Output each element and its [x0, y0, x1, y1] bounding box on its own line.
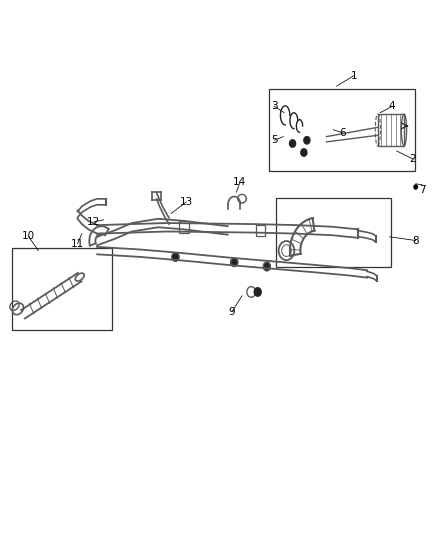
Text: 2: 2 — [410, 154, 416, 164]
Text: 9: 9 — [229, 306, 235, 317]
Text: 1: 1 — [350, 70, 357, 80]
Circle shape — [254, 288, 261, 296]
Circle shape — [414, 185, 417, 189]
Text: 8: 8 — [413, 236, 419, 246]
Bar — [180, 221, 189, 233]
Text: 6: 6 — [340, 128, 346, 138]
Circle shape — [301, 149, 307, 156]
Text: 11: 11 — [71, 239, 84, 249]
Circle shape — [290, 140, 296, 147]
Text: 3: 3 — [271, 101, 278, 111]
Text: 13: 13 — [180, 197, 193, 207]
Text: 4: 4 — [389, 101, 396, 111]
Bar — [276, 198, 391, 266]
Bar — [378, 114, 404, 146]
Text: 14: 14 — [233, 177, 247, 187]
Bar — [255, 224, 265, 236]
Text: 5: 5 — [271, 135, 278, 146]
Circle shape — [263, 262, 270, 271]
Circle shape — [231, 258, 238, 266]
Circle shape — [304, 136, 310, 144]
Bar — [12, 248, 113, 330]
Bar — [269, 89, 415, 171]
Text: 12: 12 — [87, 217, 100, 227]
Circle shape — [172, 253, 179, 261]
Text: 10: 10 — [22, 231, 35, 241]
Text: 7: 7 — [419, 185, 426, 195]
